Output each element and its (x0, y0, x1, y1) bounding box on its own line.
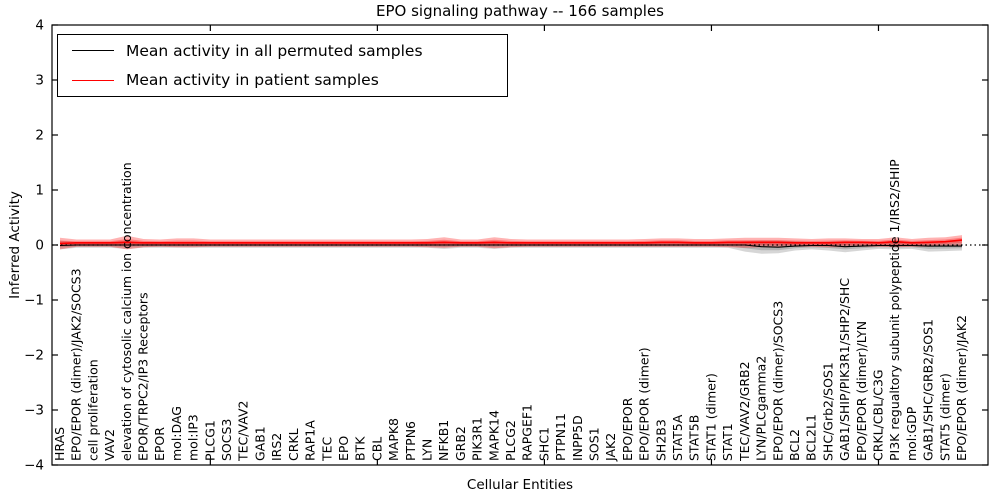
legend-label-permuted: Mean activity in all permuted samples (126, 41, 423, 60)
x-axis-label: Cellular Entities (466, 477, 574, 493)
x-tick-label: CBL (369, 437, 384, 461)
x-tick-label: INPP5D (570, 415, 585, 461)
x-tick-label: mol:IP3 (186, 414, 201, 461)
chart-title: EPO signaling pathway -- 166 samples (376, 2, 664, 20)
x-tick-label: PLCG1 (202, 420, 217, 461)
x-tick-label: mol:GDP (904, 406, 919, 461)
y-axis-label: Inferred Activity (7, 191, 23, 299)
x-tick-label: VAV2 (102, 429, 117, 461)
x-tick-label: EPO/EPOR (dimer)/LYN (854, 321, 869, 461)
x-tick-label: IRS2 (269, 433, 284, 461)
x-tick-label: STAT5B (687, 415, 702, 461)
x-tick-label: HRAS (52, 427, 67, 461)
y-tick-label: −2 (24, 348, 44, 364)
x-tick-label: TEC (319, 436, 334, 462)
x-tick-label: CRKL (286, 428, 301, 461)
x-tick-label: CRKL/CBL/C3G (870, 369, 885, 461)
x-tick-label: MAPK8 (386, 418, 401, 461)
x-tick-label: GRB2 (453, 426, 468, 461)
x-tick-label: LYN (419, 439, 434, 461)
x-tick-label: JAK2 (603, 433, 618, 462)
x-tick-label: BTK (353, 436, 368, 461)
y-tick-label: 1 (35, 183, 44, 199)
x-tick-label: EPOR (152, 427, 167, 461)
x-tick-label: PLCG2 (503, 420, 518, 461)
legend-line-red-icon (72, 79, 114, 81)
x-tick-label: EPO/EPOR (620, 397, 635, 461)
x-tick-label: GAB1/SHIP/PIK3R1/SHP2/SHC (837, 278, 852, 461)
y-tick-label: 3 (35, 73, 44, 89)
legend-line-black-icon (72, 50, 114, 52)
x-tick-label: EPO/EPOR (dimer)/JAK2/SOCS3 (69, 268, 84, 461)
x-tick-label: STAT1 (dimer) (703, 373, 718, 461)
legend-item-permuted: Mean activity in all permuted samples (58, 37, 507, 65)
x-tick-label: EPO/EPOR (dimer) (637, 347, 652, 461)
x-tick-label: TEC/VAV2/GRB2 (737, 361, 752, 462)
y-tick-label: 4 (35, 18, 44, 34)
x-tick-label: SOCS3 (219, 419, 234, 461)
x-tick-label: PI3K regualtory subunit polypeptide 1/IR… (887, 159, 902, 461)
x-tick-label: NFKB1 (436, 420, 451, 461)
y-tick-label: −3 (24, 403, 44, 419)
patient-mean-line (59, 239, 963, 245)
x-tick-label: EPOR/TRPC2/IP3 Receptors (136, 292, 151, 461)
legend-item-patient: Mean activity in patient samples (58, 66, 507, 94)
x-tick-label: STAT5A (670, 414, 685, 461)
y-tick-label: 2 (35, 128, 44, 144)
x-tick-label: GAB1 (252, 426, 267, 461)
x-tick-label: RAP1A (303, 420, 318, 461)
x-tick-label: BCL2 (787, 429, 802, 461)
x-tick-label: SH2B3 (653, 419, 668, 461)
x-tick-label: STAT1 (720, 423, 735, 461)
x-tick-label: cell proliferation (85, 359, 100, 461)
legend: Mean activity in all permuted samples Me… (57, 34, 508, 97)
x-tick-label: PTPN11 (553, 413, 568, 461)
x-tick-label: EPO/EPOR (dimer)/JAK2 (954, 315, 969, 461)
y-tick-label: −4 (24, 458, 44, 474)
y-tick-label: 0 (35, 238, 44, 254)
x-tick-label: BCL2L1 (804, 414, 819, 461)
x-tick-label: STAT5 (dimer) (937, 373, 952, 461)
x-tick-label: SHC/Grb2/SOS1 (820, 362, 835, 461)
x-tick-label: PIK3R1 (470, 417, 485, 461)
legend-label-patient: Mean activity in patient samples (126, 71, 379, 90)
x-tick-label: mol:DAG (169, 406, 184, 461)
x-tick-label: GAB1/SHC/GRB2/SOS1 (921, 319, 936, 461)
permuted-band (60, 240, 962, 254)
x-tick-label: EPO (336, 436, 351, 461)
x-tick-label: EPO/EPOR (dimer)/SOCS3 (770, 301, 785, 461)
x-tick-label: TEC/VAV2 (236, 401, 251, 462)
x-tick-label: elevation of cytosolic calcium ion conce… (119, 162, 134, 461)
x-tick-label: SHC1 (536, 427, 551, 461)
permuted-mean-line (59, 244, 962, 248)
x-tick-label: LYN/PLCgamma2 (754, 356, 769, 461)
y-tick-label: −1 (24, 293, 44, 309)
x-tick-label: RAPGEF1 (520, 404, 535, 461)
x-tick-label: MAPK14 (486, 410, 501, 461)
x-tick-label: PTPN6 (403, 421, 418, 461)
x-tick-label: SOS1 (587, 427, 602, 461)
